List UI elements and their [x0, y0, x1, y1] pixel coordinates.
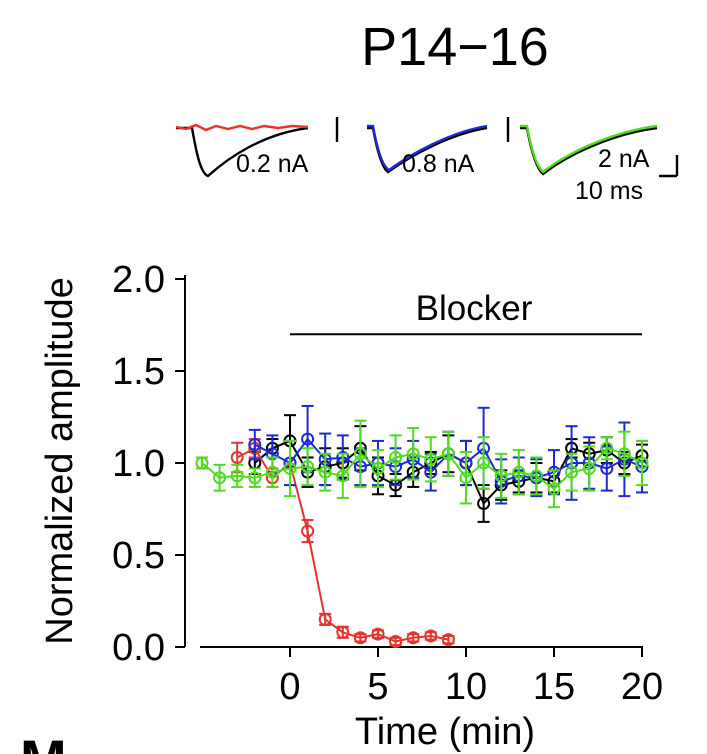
data-point-green — [230, 469, 244, 483]
y-tick-label: 1.0 — [112, 443, 165, 485]
data-point-black — [477, 496, 491, 510]
data-point-green — [617, 447, 631, 461]
x-tick-label: 20 — [621, 666, 663, 708]
data-point-red — [230, 450, 244, 464]
data-point-green — [336, 469, 350, 483]
y-tick-label: 2.0 — [112, 259, 165, 301]
x-axis-label: Time (min) — [355, 711, 535, 753]
data-point-green — [441, 447, 455, 461]
y-tick-label: 0.5 — [112, 535, 165, 577]
series-layer — [195, 404, 649, 648]
data-point-green — [635, 456, 649, 470]
data-point-green — [565, 465, 579, 479]
data-point-red — [353, 631, 367, 645]
data-point-red — [441, 633, 455, 647]
data-point-blue — [600, 462, 614, 476]
x-tick-label: 0 — [279, 666, 300, 708]
panel-letter: M — [20, 728, 67, 754]
scale-label-green-black: 2 nA — [598, 145, 650, 173]
blocker-label: Blocker — [416, 289, 533, 328]
trace-blue-black-blue — [367, 124, 488, 172]
y-tick-label: 1.5 — [112, 351, 165, 393]
data-point-green — [582, 462, 596, 476]
data-point-blue — [248, 438, 262, 452]
y-tick-label: 0.0 — [112, 627, 165, 669]
trace-green-black-green — [520, 124, 658, 174]
data-point-blue — [301, 432, 315, 446]
y-axis-label: Normalized amplitude — [39, 277, 81, 645]
data-point-red — [318, 612, 332, 626]
data-point-green — [406, 447, 420, 461]
scale-label-red-black: 0.2 nA — [236, 150, 309, 178]
data-point-green — [195, 456, 209, 470]
trace-inset: 0.2 nA 0.8 nA 2 nA 10 ms — [175, 117, 679, 205]
trace-red-black-red — [175, 123, 309, 132]
x-tick-label: 5 — [367, 666, 388, 708]
data-point-red — [389, 634, 403, 648]
y-ticks: 0.0 0.5 1.0 1.5 2.0 — [112, 259, 185, 669]
series-green — [195, 419, 649, 509]
axes — [184, 275, 643, 648]
series-line-green — [201, 447, 643, 491]
data-point-red — [371, 627, 385, 641]
data-point-green — [389, 450, 403, 464]
data-point-green — [494, 469, 508, 483]
data-point-green — [529, 469, 543, 483]
data-point-green — [371, 462, 385, 476]
scale-label-time: 10 ms — [575, 177, 643, 205]
data-point-red — [301, 524, 315, 538]
data-point-green — [512, 465, 526, 479]
x-tick-label: 15 — [533, 666, 575, 708]
x-tick-label: 10 — [445, 666, 487, 708]
data-point-green — [213, 471, 227, 485]
data-point-red — [424, 629, 438, 643]
data-point-green — [283, 462, 297, 476]
data-point-green — [547, 482, 561, 496]
data-point-green — [353, 447, 367, 461]
data-point-green — [301, 460, 315, 474]
data-point-green — [477, 456, 491, 470]
data-point-green — [459, 471, 473, 485]
chart-title: P14−16 — [361, 17, 549, 77]
data-point-red — [336, 625, 350, 639]
data-point-green — [265, 465, 279, 479]
trace-red-black-black — [176, 126, 309, 178]
data-point-green — [318, 465, 332, 479]
data-point-green — [600, 441, 614, 455]
data-point-green — [424, 452, 438, 466]
scale-label-blue-black: 0.8 nA — [402, 150, 475, 178]
data-point-green — [248, 471, 262, 485]
x-ticks: 0 5 10 15 20 — [279, 647, 663, 708]
data-point-red — [406, 631, 420, 645]
